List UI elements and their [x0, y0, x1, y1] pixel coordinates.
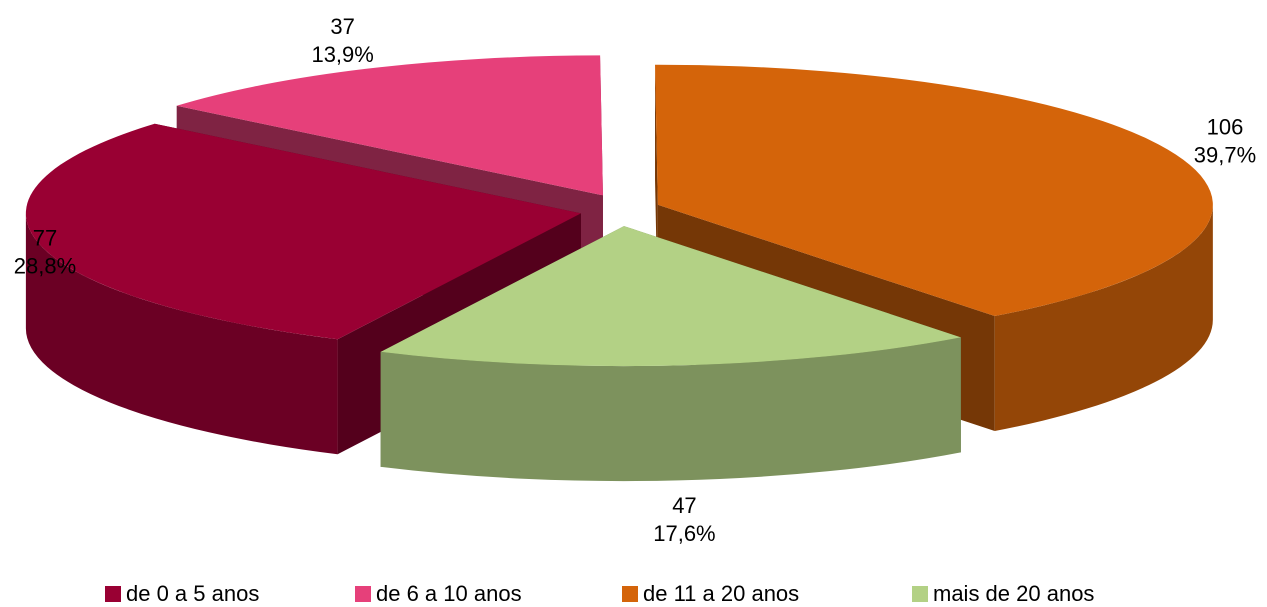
slice-top [176, 55, 603, 196]
data-label-percent: 39,7% [1194, 142, 1256, 167]
slice-top [380, 226, 961, 367]
legend-swatch [105, 586, 121, 602]
data-label-value: 37 [330, 14, 354, 39]
legend-swatch [355, 586, 371, 602]
data-label-percent: 28,8% [14, 254, 76, 279]
legend-label: de 0 a 5 anos [126, 581, 259, 606]
legend-swatch [912, 586, 928, 602]
legend-label: mais de 20 anos [933, 581, 1094, 606]
slice-wall [25, 213, 338, 455]
legend-label: de 11 a 20 anos [643, 581, 799, 606]
slice-top [25, 123, 581, 340]
data-label-value: 77 [33, 226, 57, 251]
slice-wall [994, 204, 1213, 432]
data-label-value: 47 [672, 493, 696, 518]
slice [380, 226, 961, 482]
slice-wall [380, 337, 961, 482]
slice-top [655, 64, 1213, 317]
legend-label: de 6 a 10 anos [376, 581, 522, 606]
legend-swatch [622, 586, 638, 602]
data-label-value: 106 [1207, 114, 1244, 139]
data-label-percent: 13,9% [311, 42, 373, 67]
data-label-percent: 17,6% [653, 521, 715, 546]
